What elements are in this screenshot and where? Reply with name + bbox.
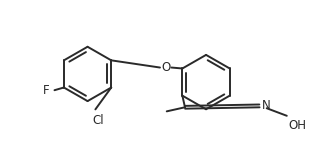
- Text: F: F: [43, 84, 49, 97]
- Text: N: N: [262, 99, 271, 112]
- Text: OH: OH: [288, 119, 306, 132]
- Text: Cl: Cl: [92, 114, 104, 127]
- Text: O: O: [161, 61, 170, 74]
